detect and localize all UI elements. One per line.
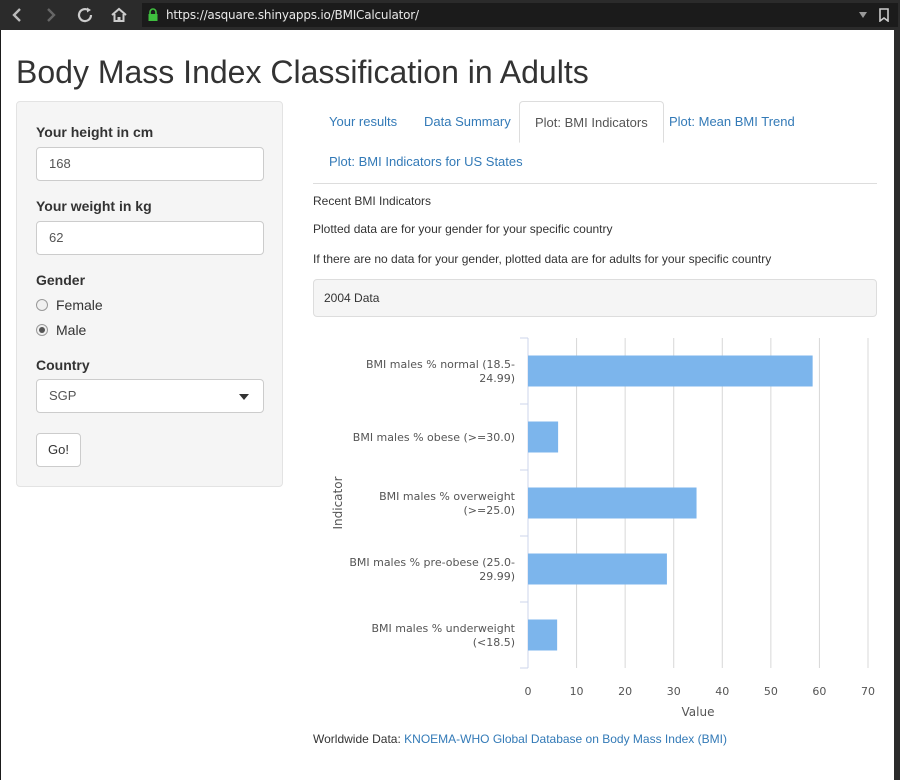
gender-female-label: Female xyxy=(56,297,103,313)
x-tick-label: 30 xyxy=(667,685,681,698)
bar[interactable] xyxy=(528,553,667,585)
y-axis-title: Indicator xyxy=(331,476,345,529)
category-label: BMI males % pre-obese (25.0-29.99) xyxy=(349,556,515,583)
tab-plot-bmi-us-states[interactable]: Plot: BMI Indicators for US States xyxy=(329,154,523,169)
dropdown-arrow-icon[interactable] xyxy=(858,11,868,19)
bar[interactable] xyxy=(528,487,697,519)
source-link[interactable]: KNOEMA-WHO Global Database on Body Mass … xyxy=(404,732,727,746)
x-tick-label: 10 xyxy=(570,685,584,698)
radio-female[interactable] xyxy=(36,299,48,311)
page-title: Body Mass Index Classification in Adults xyxy=(16,54,589,90)
x-tick-label: 70 xyxy=(861,685,875,698)
back-button[interactable] xyxy=(0,0,34,30)
x-tick-label: 20 xyxy=(618,685,632,698)
gender-option-female[interactable]: Female xyxy=(36,297,103,313)
tab-bar: Your results Data Summary Plot: BMI Indi… xyxy=(313,101,877,184)
category-label: BMI males % underweight (<18.5) xyxy=(371,622,515,649)
bookmark-icon[interactable] xyxy=(879,8,889,22)
weight-label: Your weight in kg xyxy=(36,198,152,214)
height-input[interactable]: 168 xyxy=(36,147,264,181)
category-label: BMI males % overweight (>=25.0) xyxy=(379,490,516,517)
info-line-2: If there are no data for your gender, pl… xyxy=(313,252,772,266)
chevron-right-icon xyxy=(47,8,56,22)
gender-male-label: Male xyxy=(56,322,87,338)
footer-prefix: Worldwide Data: xyxy=(313,732,401,746)
reload-button[interactable] xyxy=(68,0,102,30)
x-axis-title: Value xyxy=(682,705,715,719)
go-button[interactable]: Go! xyxy=(36,433,81,467)
tab-plot-mean-bmi-trend[interactable]: Plot: Mean BMI Trend xyxy=(669,114,795,129)
tab-data-summary[interactable]: Data Summary xyxy=(424,114,511,129)
x-tick-label: 50 xyxy=(764,685,778,698)
weight-input[interactable]: 62 xyxy=(36,221,264,255)
tab-your-results[interactable]: Your results xyxy=(329,114,398,129)
height-label: Your height in cm xyxy=(36,124,154,140)
chevron-left-icon xyxy=(12,8,21,22)
category-label: BMI males % normal (18.5-24.99) xyxy=(366,358,515,385)
lock-icon xyxy=(148,8,158,21)
home-button[interactable] xyxy=(102,0,136,30)
gender-option-male[interactable]: Male xyxy=(36,322,86,338)
sidebar-panel: Your height in cm 168 Your weight in kg … xyxy=(16,101,283,487)
browser-toolbar: https://asquare.shinyapps.io/BMICalculat… xyxy=(0,0,900,30)
reload-icon xyxy=(77,7,93,23)
country-value: SGP xyxy=(49,388,77,403)
url-text: https://asquare.shinyapps.io/BMICalculat… xyxy=(166,8,419,22)
x-tick-label: 0 xyxy=(525,685,532,698)
category-label: BMI males % obese (>=30.0) xyxy=(353,431,515,444)
bar[interactable] xyxy=(528,355,813,387)
radio-male[interactable] xyxy=(36,324,48,336)
bmi-indicators-chart: BMI males % normal (18.5-24.99) BMI males… xyxy=(331,337,875,719)
caret-down-icon xyxy=(239,394,249,400)
forward-button[interactable] xyxy=(34,0,68,30)
country-select[interactable]: SGP xyxy=(36,379,264,413)
country-label: Country xyxy=(36,357,90,373)
info-line-1: Plotted data are for your gender for you… xyxy=(313,222,613,236)
scrollbar[interactable] xyxy=(894,30,900,780)
home-icon xyxy=(111,7,127,22)
bar[interactable] xyxy=(528,421,559,453)
bar[interactable] xyxy=(528,619,558,651)
section-heading: Recent BMI Indicators xyxy=(313,194,432,208)
tab-plot-bmi-indicators[interactable]: Plot: BMI Indicators xyxy=(519,101,664,143)
x-tick-label: 40 xyxy=(715,685,729,698)
page-content: Body Mass Index Classification in Adults… xyxy=(0,30,894,780)
footer: Worldwide Data: KNOEMA-WHO Global Databa… xyxy=(313,732,727,746)
url-bar[interactable]: https://asquare.shinyapps.io/BMICalculat… xyxy=(142,3,898,27)
x-tick-label: 60 xyxy=(812,685,826,698)
data-year-box: 2004 Data xyxy=(313,279,877,317)
gender-label: Gender xyxy=(36,272,86,288)
